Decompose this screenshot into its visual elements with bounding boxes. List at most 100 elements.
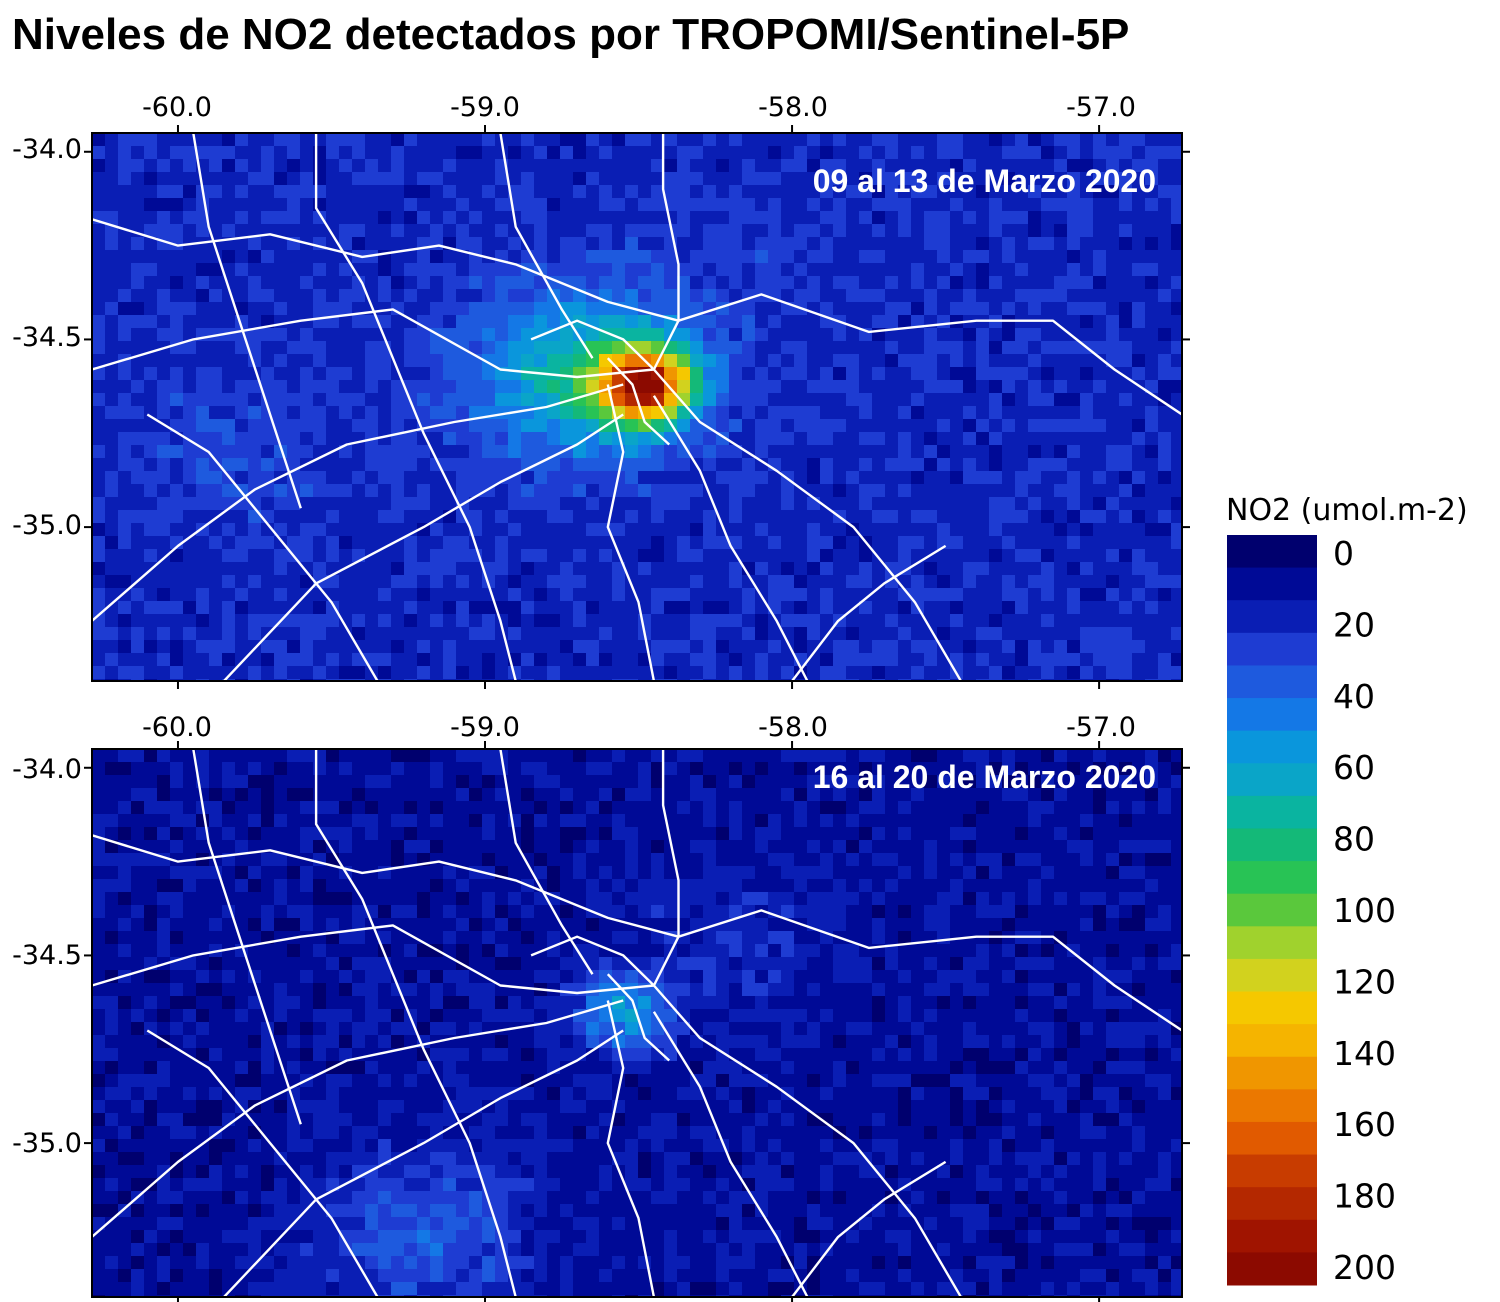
no2-cell bbox=[313, 640, 327, 654]
no2-cell bbox=[937, 354, 951, 368]
no2-cell bbox=[1093, 931, 1107, 945]
no2-cell bbox=[1080, 276, 1094, 290]
no2-cell bbox=[807, 406, 821, 420]
no2-cell bbox=[1132, 944, 1146, 958]
no2-cell bbox=[326, 159, 340, 173]
no2-cell bbox=[1067, 614, 1081, 628]
no2-cell bbox=[859, 172, 873, 186]
no2-cell bbox=[1041, 393, 1055, 407]
no2-cell bbox=[1106, 172, 1120, 186]
no2-cell bbox=[950, 905, 964, 919]
no2-cell bbox=[677, 840, 691, 854]
no2-cell bbox=[1119, 471, 1133, 485]
no2-cell bbox=[248, 944, 262, 958]
no2-cell bbox=[508, 159, 522, 173]
no2-cell bbox=[976, 250, 990, 264]
no2-cell bbox=[599, 159, 613, 173]
no2-cell bbox=[339, 905, 353, 919]
no2-cell bbox=[1158, 263, 1172, 277]
no2-cell bbox=[885, 944, 899, 958]
no2-cell bbox=[404, 762, 418, 776]
no2-cell bbox=[885, 614, 899, 628]
no2-cell bbox=[1080, 788, 1094, 802]
no2-cell bbox=[313, 458, 327, 472]
no2-cell bbox=[1171, 775, 1182, 789]
no2-cell bbox=[742, 133, 756, 147]
no2-cell bbox=[690, 562, 704, 576]
no2-cell bbox=[1158, 237, 1172, 251]
no2-cell bbox=[807, 198, 821, 212]
no2-cell bbox=[209, 406, 223, 420]
no2-cell bbox=[794, 276, 808, 290]
no2-cell bbox=[1132, 263, 1146, 277]
no2-cell bbox=[170, 172, 184, 186]
no2-cell bbox=[235, 614, 249, 628]
no2-cell bbox=[950, 146, 964, 160]
no2-cell bbox=[807, 853, 821, 867]
no2-cell bbox=[404, 853, 418, 867]
no2-cell bbox=[404, 328, 418, 342]
no2-cell bbox=[404, 458, 418, 472]
no2-cell bbox=[248, 419, 262, 433]
no2-cell bbox=[1132, 892, 1146, 906]
no2-cell bbox=[742, 276, 756, 290]
no2-cell bbox=[820, 762, 834, 776]
no2-cell bbox=[495, 827, 509, 841]
no2-cell bbox=[1028, 172, 1042, 186]
no2-cell bbox=[430, 471, 444, 485]
no2-cell bbox=[469, 497, 483, 511]
no2-cell bbox=[118, 640, 132, 654]
no2-cell bbox=[755, 276, 769, 290]
no2-cell bbox=[560, 614, 574, 628]
no2-cell bbox=[508, 393, 522, 407]
no2-cell bbox=[1028, 133, 1042, 147]
no2-cell bbox=[885, 536, 899, 550]
no2-cell bbox=[287, 224, 301, 238]
no2-cell bbox=[586, 354, 600, 368]
no2-cell bbox=[274, 549, 288, 563]
no2-cell bbox=[1119, 367, 1133, 381]
no2-cell bbox=[807, 788, 821, 802]
no2-cell bbox=[963, 814, 977, 828]
no2-cell bbox=[1067, 289, 1081, 303]
no2-cell bbox=[898, 419, 912, 433]
no2-cell bbox=[768, 432, 782, 446]
no2-cell bbox=[911, 588, 925, 602]
no2-cell bbox=[820, 549, 834, 563]
no2-cell bbox=[560, 146, 574, 160]
no2-cell bbox=[781, 614, 795, 628]
no2-cell bbox=[1067, 133, 1081, 147]
no2-cell bbox=[391, 328, 405, 342]
no2-cell bbox=[313, 549, 327, 563]
no2-cell bbox=[1132, 172, 1146, 186]
no2-cell bbox=[1080, 666, 1094, 680]
no2-cell bbox=[807, 801, 821, 815]
no2-cell bbox=[144, 866, 158, 880]
no2-cell bbox=[118, 380, 132, 394]
no2-cell bbox=[534, 393, 548, 407]
no2-cell bbox=[599, 627, 613, 641]
no2-cell bbox=[937, 853, 951, 867]
no2-cell bbox=[989, 419, 1003, 433]
no2-cell bbox=[196, 762, 210, 776]
no2-cell bbox=[430, 931, 444, 945]
no2-cell bbox=[963, 471, 977, 485]
no2-cell bbox=[898, 250, 912, 264]
no2-cell bbox=[1106, 510, 1120, 524]
no2-cell bbox=[1158, 341, 1172, 355]
no2-cell bbox=[885, 211, 899, 225]
no2-cell bbox=[118, 775, 132, 789]
no2-cell bbox=[482, 549, 496, 563]
no2-cell bbox=[1028, 445, 1042, 459]
no2-cell bbox=[1145, 549, 1159, 563]
no2-cell bbox=[807, 575, 821, 589]
no2-cell bbox=[859, 775, 873, 789]
no2-cell bbox=[404, 627, 418, 641]
no2-cell bbox=[859, 159, 873, 173]
no2-cell bbox=[638, 419, 652, 433]
no2-cell bbox=[261, 905, 275, 919]
no2-cell bbox=[794, 250, 808, 264]
no2-cell bbox=[157, 944, 171, 958]
no2-cell bbox=[365, 393, 379, 407]
no2-cell bbox=[391, 775, 405, 789]
